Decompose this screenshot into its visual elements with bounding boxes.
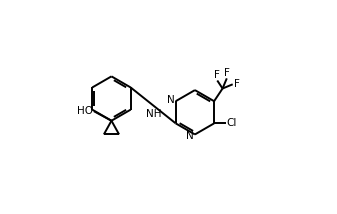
Text: N: N (167, 95, 175, 105)
Text: HO: HO (77, 106, 93, 116)
Text: N: N (186, 131, 194, 141)
Text: F: F (224, 68, 230, 78)
Text: Cl: Cl (226, 118, 237, 128)
Text: F: F (214, 70, 220, 80)
Text: F: F (234, 79, 240, 89)
Text: NH: NH (147, 109, 162, 119)
